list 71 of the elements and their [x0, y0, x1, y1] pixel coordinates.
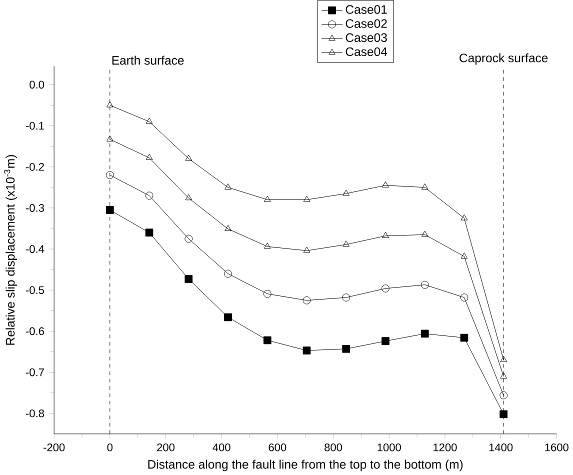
point: [302, 346, 311, 354]
x-tick-label: -200: [44, 443, 65, 452]
point: [342, 293, 350, 302]
point: [145, 228, 154, 236]
x-tick-label: 1000: [378, 443, 401, 452]
legend-label: Case01: [346, 5, 387, 14]
x-tick-label: 1400: [489, 443, 513, 452]
legend-label: Case04: [346, 47, 388, 56]
legend-label: Case02: [346, 19, 387, 28]
point: [342, 190, 350, 196]
y-tick-label: -0.5: [26, 286, 44, 294]
point: [185, 154, 192, 161]
point: [500, 372, 508, 378]
point: [224, 224, 232, 231]
point: [421, 183, 428, 190]
y-tick-label: -0.8: [26, 409, 44, 418]
legend-label: Case03: [346, 33, 387, 42]
point: [303, 196, 310, 202]
point: [184, 274, 193, 283]
point: [106, 206, 114, 214]
y-tick-label: -0.4: [26, 245, 44, 253]
ref-line-label: Earth surface: [112, 56, 184, 65]
point: [185, 194, 192, 200]
point: [460, 334, 468, 342]
y-tick-label: -0.3: [26, 204, 44, 212]
point: [500, 391, 508, 400]
point: [382, 181, 389, 188]
point: [382, 284, 390, 292]
x-tick-label: 0: [107, 443, 113, 452]
point: [263, 336, 272, 344]
y-tick-label: -0.1: [26, 122, 44, 130]
x-tick-label: 400: [212, 443, 230, 452]
point: [146, 118, 153, 124]
point: [420, 280, 429, 289]
point: [303, 246, 310, 253]
point: [420, 330, 429, 338]
ref-line-label: Caprock surface: [460, 53, 548, 65]
point: [106, 171, 114, 179]
y-tick-label: 0.0: [30, 80, 44, 88]
x-tick-label: 200: [157, 443, 175, 452]
point: [224, 183, 232, 190]
x-tick-label: 800: [324, 443, 342, 452]
x-tick-label: 1200: [434, 443, 457, 452]
point: [421, 230, 428, 237]
point: [145, 192, 154, 200]
point: [106, 101, 114, 108]
point: [460, 214, 468, 220]
y-axis-title: Relative slip displacement (x10$^{-3}$m): [4, 154, 18, 345]
x-axis-title: Distance along the fault line from the top to the bottom (m): [148, 460, 463, 472]
point: [500, 356, 508, 362]
point: [106, 135, 114, 142]
y-tick-label: -0.2: [26, 162, 44, 171]
point: [460, 293, 468, 302]
point: [263, 290, 272, 298]
point: [342, 344, 350, 353]
point: [382, 337, 390, 345]
x-tick-label: 1600: [545, 443, 568, 452]
point: [382, 232, 389, 238]
point: [184, 234, 193, 243]
y-tick-label: -0.6: [26, 327, 44, 336]
point: [500, 410, 508, 418]
point: [146, 154, 153, 160]
point: [264, 196, 271, 202]
point: [264, 242, 271, 249]
y-tick-label: -0.7: [26, 368, 44, 376]
point: [460, 252, 468, 258]
point: [224, 313, 232, 322]
point: [224, 270, 232, 278]
point: [342, 240, 350, 246]
x-tick-label: 600: [268, 443, 286, 452]
point: [302, 296, 311, 304]
